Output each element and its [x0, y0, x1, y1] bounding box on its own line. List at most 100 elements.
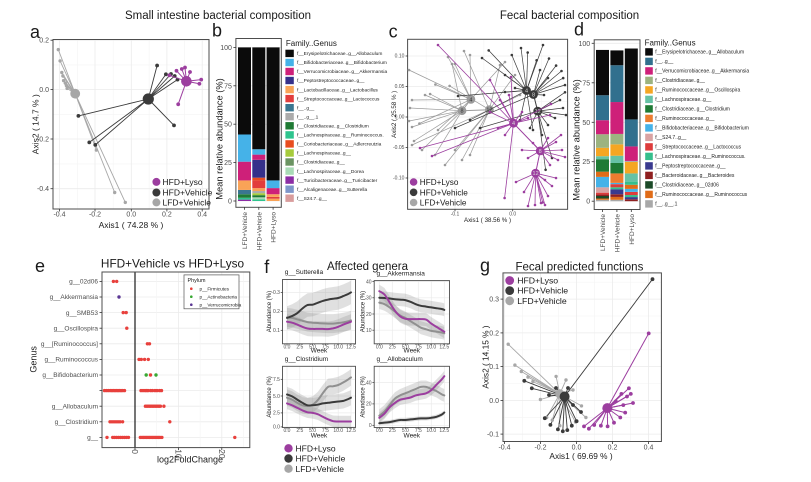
svg-text:2.5: 2.5	[273, 411, 280, 417]
svg-text:HFD+Vehicle: HFD+Vehicle	[296, 454, 346, 464]
svg-text:8: 8	[460, 109, 463, 115]
svg-text:f__Clostridiaceae..g__02d06: f__Clostridiaceae..g__02d06	[655, 183, 719, 189]
svg-text:12.5: 12.5	[439, 428, 449, 434]
svg-text:f__Lachnospiraceae..g__Dorea: f__Lachnospiraceae..g__Dorea	[297, 169, 364, 175]
svg-text:f__Alcaligenaceae..g__Sutterel: f__Alcaligenaceae..g__Sutterella	[297, 187, 367, 193]
svg-text:0.0: 0.0	[509, 211, 516, 217]
svg-text:20: 20	[366, 312, 372, 318]
svg-text:-0.4: -0.4	[53, 212, 65, 219]
svg-text:Phylum: Phylum	[188, 278, 206, 284]
svg-text:f__Ruminococcaceae..g__: f__Ruminococcaceae..g__	[655, 116, 714, 122]
svg-text:10.0: 10.0	[333, 428, 343, 434]
svg-text:f__S24.7..g__: f__S24.7..g__	[655, 135, 686, 141]
svg-text:f__Clostridiaceae..g__Clostrid: f__Clostridiaceae..g__Clostridium	[655, 107, 730, 113]
svg-text:log2FoldChange: log2FoldChange	[157, 454, 223, 464]
svg-text:0.3: 0.3	[489, 297, 499, 304]
svg-text:LFD+Vehicle: LFD+Vehicle	[420, 199, 467, 208]
svg-text:0.2: 0.2	[39, 38, 49, 45]
svg-text:LFD+Vehicle: LFD+Vehicle	[517, 296, 567, 306]
svg-text:g__Sutterella: g__Sutterella	[285, 269, 324, 276]
svg-text:8: 8	[539, 149, 542, 155]
svg-text:f__Peptostreptococcaceae..g__: f__Peptostreptococcaceae..g__	[655, 164, 726, 170]
svg-text:HFD+Vehicle: HFD+Vehicle	[615, 214, 622, 252]
svg-text:Mean relative abundance (%): Mean relative abundance (%)	[215, 78, 225, 199]
svg-text:0: 0	[130, 449, 140, 454]
svg-text:f__Verrucomicrobiaceae..g__Akk: f__Verrucomicrobiaceae..g__Akkermansia	[655, 69, 749, 75]
svg-text:8: 8	[532, 93, 535, 99]
svg-text:g__SMB53: g__SMB53	[66, 310, 99, 317]
svg-text:0.2: 0.2	[273, 309, 280, 315]
svg-text:-0.1: -0.1	[487, 432, 499, 439]
svg-text:f__Ruminococcaceae..g__Ruminoc: f__Ruminococcaceae..g__Ruminococcus	[655, 192, 747, 198]
svg-text:-0.4: -0.4	[498, 445, 510, 452]
svg-text:75: 75	[582, 80, 590, 87]
svg-text:Axis2 ( 14.7 % ): Axis2 ( 14.7 % )	[31, 94, 41, 154]
svg-text:HFD+Lyso: HFD+Lyso	[420, 178, 459, 187]
svg-text:7.5: 7.5	[415, 428, 422, 434]
svg-text:7.5: 7.5	[415, 345, 422, 351]
svg-text:f__Lactobacillaceae..g__Lactob: f__Lactobacillaceae..g__Lactobacillus	[297, 87, 378, 93]
svg-text:0.0: 0.0	[284, 345, 291, 351]
svg-text:5.0: 5.0	[402, 428, 409, 434]
svg-text:Affected genera: Affected genera	[327, 261, 409, 273]
svg-text:12.5: 12.5	[346, 345, 356, 351]
svg-text:HFD+Vehicle vs HFD+Lyso: HFD+Vehicle vs HFD+Lyso	[101, 256, 245, 270]
svg-text:HFD+Lyso: HFD+Lyso	[163, 177, 203, 187]
svg-text:0.2: 0.2	[162, 212, 172, 219]
svg-text:2.5: 2.5	[296, 428, 303, 434]
svg-text:0.1: 0.1	[273, 328, 280, 334]
svg-text:p__Actinobacteria: p__Actinobacteria	[200, 294, 238, 299]
svg-text:0: 0	[369, 423, 372, 429]
svg-text:100: 100	[579, 41, 591, 48]
svg-text:f__Coriobacteriaceae..g__Adler: f__Coriobacteriaceae..g__Adlercreutzia	[297, 142, 382, 148]
svg-text:10.0: 10.0	[426, 345, 436, 351]
svg-text:12.5: 12.5	[439, 345, 449, 351]
svg-text:-0.4: -0.4	[37, 186, 49, 193]
svg-text:0.4: 0.4	[644, 445, 654, 452]
svg-text:25: 25	[582, 159, 590, 166]
svg-text:p__Verrucomicrobia: p__Verrucomicrobia	[200, 302, 242, 307]
svg-text:f__Peptostreptococcaceae..g__: f__Peptostreptococcaceae..g__	[297, 78, 365, 84]
svg-text:f: f	[264, 257, 270, 277]
svg-text:f__Lachnospiraceae..g__Ruminoc: f__Lachnospiraceae..g__Ruminococcus.	[297, 133, 384, 139]
svg-text:Week: Week	[404, 348, 421, 355]
svg-text:0.00: 0.00	[395, 115, 405, 121]
svg-text:-0.2: -0.2	[37, 137, 49, 144]
svg-text:2.5: 2.5	[389, 345, 396, 351]
svg-text:4: 4	[525, 89, 528, 95]
svg-text:g__Ruminococcus: g__Ruminococcus	[45, 357, 99, 364]
svg-text:Small intestine bacterial comp: Small intestine bacterial composition	[125, 10, 311, 22]
svg-text:7.5: 7.5	[322, 428, 329, 434]
svg-text:LFD+Vehicle: LFD+Vehicle	[296, 464, 345, 474]
svg-text:f__Lachnospiraceae..g__Ruminoc: f__Lachnospiraceae..g__Ruminococcus.	[655, 154, 745, 160]
svg-text:g__Akkermansia: g__Akkermansia	[50, 294, 99, 301]
svg-text:HFD+Vehicle: HFD+Vehicle	[163, 188, 213, 198]
svg-text:f__Streptococcaceae..g__Lactoc: f__Streptococcaceae..g__Lactococcus	[655, 145, 741, 151]
svg-text:0.1: 0.1	[489, 364, 499, 371]
svg-text:Abundance (%): Abundance (%)	[361, 376, 367, 417]
svg-text:g__Clostridium: g__Clostridium	[55, 419, 98, 426]
svg-text:LFD+Vehicle: LFD+Vehicle	[600, 214, 607, 251]
svg-text:Family..Genus: Family..Genus	[645, 38, 696, 47]
svg-text:4: 4	[469, 97, 472, 103]
svg-text:2.5: 2.5	[389, 428, 396, 434]
svg-text:20: 20	[217, 449, 227, 459]
svg-text:12: 12	[486, 108, 492, 114]
svg-text:f__Clostridiaceae..g__: f__Clostridiaceae..g__	[655, 78, 705, 84]
svg-text:5.0: 5.0	[309, 345, 316, 351]
svg-text:HFD+Vehicle: HFD+Vehicle	[517, 286, 568, 296]
svg-text:Week: Week	[404, 433, 421, 440]
svg-text:LFD+Vehicle: LFD+Vehicle	[163, 197, 212, 207]
svg-text:g__02d06: g__02d06	[69, 279, 98, 286]
svg-text:g__Akkermansia: g__Akkermansia	[377, 270, 426, 277]
svg-text:100: 100	[220, 45, 232, 52]
svg-text:10: 10	[173, 449, 183, 459]
svg-text:HFD+Lyso: HFD+Lyso	[517, 276, 558, 286]
svg-text:-0.2: -0.2	[534, 445, 546, 452]
svg-text:0: 0	[586, 199, 590, 206]
svg-text:-0.2: -0.2	[89, 212, 101, 219]
svg-text:d: d	[574, 19, 584, 39]
svg-text:f__Lachnospiraceae..g__: f__Lachnospiraceae..g__	[655, 97, 711, 103]
svg-text:f__Lachnospiraceae..g__: f__Lachnospiraceae..g__	[297, 151, 351, 157]
svg-text:-0.1: -0.1	[451, 211, 460, 217]
